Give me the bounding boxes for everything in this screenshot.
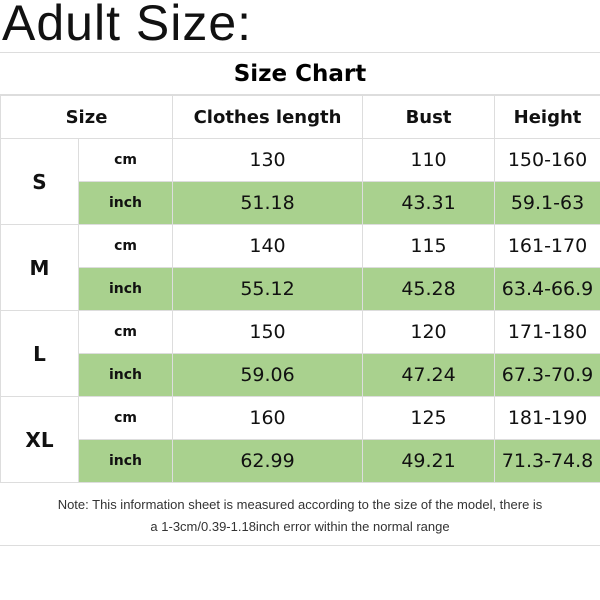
header-height: Height bbox=[494, 95, 600, 139]
cell-bust: 115 bbox=[362, 224, 496, 268]
unit-label: inch bbox=[77, 353, 174, 397]
cell-clothes-length: 55.12 bbox=[172, 267, 364, 311]
cell-clothes-length: 140 bbox=[172, 224, 364, 268]
cell-clothes-length: 130 bbox=[172, 138, 364, 182]
size-label: S bbox=[0, 138, 79, 225]
note-line-2: a 1-3cm/0.39-1.18inch error within the n… bbox=[150, 519, 450, 534]
cell-bust: 45.28 bbox=[362, 267, 496, 311]
cell-clothes-length: 59.06 bbox=[172, 353, 364, 397]
size-label: XL bbox=[0, 396, 79, 483]
cell-height: 150-160 bbox=[494, 138, 600, 182]
cell-bust: 125 bbox=[362, 396, 496, 440]
cell-height: 171-180 bbox=[494, 310, 600, 354]
cell-bust: 43.31 bbox=[362, 181, 496, 225]
size-chart-title: Size Chart bbox=[0, 52, 600, 95]
page-heading: Adult Size: bbox=[2, 0, 253, 51]
unit-label: cm bbox=[77, 224, 174, 268]
unit-label: cm bbox=[77, 310, 174, 354]
header-bust: Bust bbox=[362, 95, 496, 139]
cell-clothes-length: 150 bbox=[172, 310, 364, 354]
unit-label: inch bbox=[77, 439, 174, 483]
size-label: L bbox=[0, 310, 79, 397]
cell-bust: 110 bbox=[362, 138, 496, 182]
header-row: Size Clothes length Bust Height bbox=[0, 95, 600, 139]
cell-clothes-length: 51.18 bbox=[172, 181, 364, 225]
cell-clothes-length: 160 bbox=[172, 396, 364, 440]
cell-clothes-length: 62.99 bbox=[172, 439, 364, 483]
cell-height: 59.1-63 bbox=[494, 181, 600, 225]
unit-label: inch bbox=[77, 181, 174, 225]
table-row-s-inch: inch 51.18 43.31 59.1-63 bbox=[1, 181, 600, 225]
cell-height: 181-190 bbox=[494, 396, 600, 440]
note-line-1: Note: This information sheet is measured… bbox=[57, 497, 543, 512]
header-clothes-length: Clothes length bbox=[172, 95, 364, 139]
cell-height: 63.4-66.9 bbox=[494, 267, 600, 311]
cell-height: 161-170 bbox=[494, 224, 600, 268]
table-row-xl-inch: inch 62.99 49.21 71.3-74.8 bbox=[1, 439, 600, 483]
size-chart: Size Chart Size Clothes length Bust Heig… bbox=[0, 52, 600, 483]
size-label: M bbox=[0, 224, 79, 311]
cell-bust: 49.21 bbox=[362, 439, 496, 483]
table-row-m-inch: inch 55.12 45.28 63.4-66.9 bbox=[1, 267, 600, 311]
cell-height: 67.3-70.9 bbox=[494, 353, 600, 397]
cell-height: 71.3-74.8 bbox=[494, 439, 600, 483]
cell-bust: 120 bbox=[362, 310, 496, 354]
unit-label: inch bbox=[77, 267, 174, 311]
table-row-l-inch: inch 59.06 47.24 67.3-70.9 bbox=[1, 353, 600, 397]
header-size: Size bbox=[0, 95, 174, 139]
table-row-xl-cm: XL cm 160 125 181-190 bbox=[0, 396, 600, 483]
unit-label: cm bbox=[77, 396, 174, 440]
measurement-note: Note: This information sheet is measured… bbox=[0, 488, 600, 546]
unit-label: cm bbox=[77, 138, 174, 182]
cell-bust: 47.24 bbox=[362, 353, 496, 397]
